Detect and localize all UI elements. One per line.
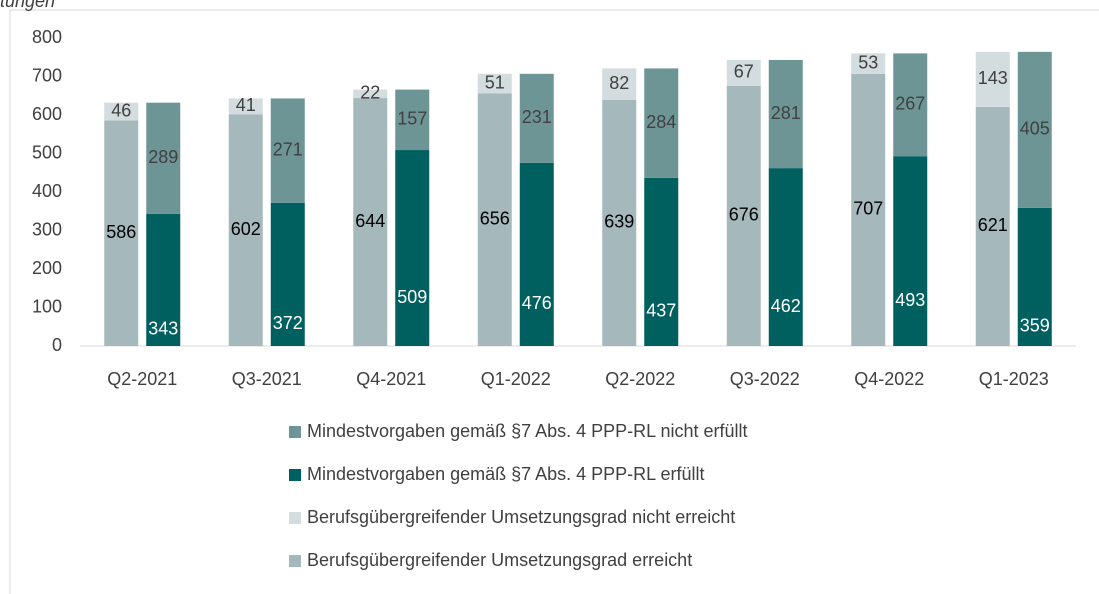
bar-segment	[726, 59, 761, 86]
data-label: 143	[978, 68, 1008, 88]
bar-segment	[270, 202, 305, 346]
data-label: 82	[609, 73, 629, 93]
x-tick-label: Q3-2022	[730, 369, 800, 389]
y-tick-label: 300	[32, 219, 62, 239]
data-label: 157	[397, 109, 427, 129]
x-tick-label: Q2-2022	[605, 369, 675, 389]
data-label: 284	[646, 112, 676, 132]
data-label: 586	[106, 222, 136, 242]
bar-segment	[353, 89, 388, 99]
bar-segment	[726, 85, 761, 347]
bar-segment	[270, 98, 305, 203]
y-tick-label: 400	[32, 181, 62, 201]
legend-swatch	[289, 469, 301, 481]
legend-label: Berufsgübergreifender Umsetzungsgrad nic…	[307, 507, 735, 527]
y-tick-label: 200	[32, 258, 62, 278]
bar-segment	[146, 102, 181, 214]
bar-segment	[644, 68, 679, 178]
data-label: 639	[604, 212, 634, 232]
legend-swatch	[289, 512, 301, 524]
y-tick-label: 100	[32, 296, 62, 316]
bar-segment	[975, 51, 1010, 107]
bar-segment	[353, 98, 388, 346]
x-tick-label: Q1-2023	[979, 369, 1049, 389]
data-label: 46	[111, 100, 131, 120]
bar-segment	[893, 53, 928, 157]
y-tick-label: 0	[52, 335, 62, 355]
x-tick-label: Q4-2022	[854, 369, 924, 389]
bar-segment	[768, 59, 803, 169]
data-label: 437	[646, 301, 676, 321]
data-label: 67	[734, 62, 754, 82]
y-tick-label: 600	[32, 104, 62, 124]
bar-segment	[602, 99, 637, 346]
bar-segment	[851, 53, 886, 74]
x-tick-label: Q2-2021	[107, 369, 177, 389]
y-tick-label: 700	[32, 65, 62, 85]
legend-label: Mindestvorgaben gemäß §7 Abs. 4 PPP-RL n…	[307, 421, 748, 441]
bar-segment	[975, 106, 1010, 346]
bar-segment	[1017, 51, 1052, 208]
data-label: 602	[231, 219, 261, 239]
data-label: 707	[853, 199, 883, 219]
bar-segment	[146, 213, 181, 346]
y-tick-label: 800	[32, 27, 62, 47]
data-label: 281	[771, 103, 801, 123]
data-label: 656	[480, 208, 510, 228]
bar-segment	[104, 102, 139, 121]
bar-segment	[228, 114, 263, 346]
data-label: 41	[236, 95, 256, 115]
x-tick-label: Q3-2021	[232, 369, 302, 389]
data-label: 53	[858, 52, 878, 72]
legend-swatch	[289, 426, 301, 438]
legend-label: Mindestvorgaben gemäß §7 Abs. 4 PPP-RL e…	[307, 464, 705, 484]
legend-label: Berufsgübergreifender Umsetzungsgrad err…	[307, 550, 692, 570]
chart-title: tungen	[0, 0, 55, 11]
data-label: 462	[771, 296, 801, 316]
bar-segment	[228, 98, 263, 115]
bar-segment	[477, 73, 512, 94]
bar-segment	[1017, 207, 1052, 346]
bar-segment	[477, 93, 512, 346]
x-tick-label: Q4-2021	[356, 369, 426, 389]
data-label: 676	[729, 205, 759, 225]
legend-swatch	[289, 555, 301, 567]
data-label: 51	[485, 72, 505, 92]
bar-segment	[851, 73, 886, 347]
data-label: 231	[522, 107, 552, 127]
bar-segment	[768, 168, 803, 346]
data-label: 621	[978, 215, 1008, 235]
data-label: 405	[1020, 119, 1050, 139]
data-label: 359	[1020, 316, 1050, 336]
data-label: 493	[895, 290, 925, 310]
bar-segment	[602, 68, 637, 100]
y-tick-label: 500	[32, 142, 62, 162]
data-label: 644	[355, 211, 385, 231]
data-label: 267	[895, 94, 925, 114]
data-label: 476	[522, 293, 552, 313]
data-label: 22	[360, 83, 380, 103]
bar-segment	[893, 156, 928, 346]
data-label: 343	[148, 319, 178, 339]
x-tick-label: Q1-2022	[481, 369, 551, 389]
bar-segment	[519, 162, 554, 346]
bar-segment	[395, 150, 430, 346]
data-label: 271	[273, 139, 303, 159]
bar-segment	[104, 120, 139, 346]
data-label: 372	[273, 313, 303, 333]
data-label: 289	[148, 147, 178, 167]
bar-segment	[644, 177, 679, 346]
bar-segment	[395, 89, 430, 151]
bar-segment	[519, 73, 554, 163]
data-label: 509	[397, 287, 427, 307]
